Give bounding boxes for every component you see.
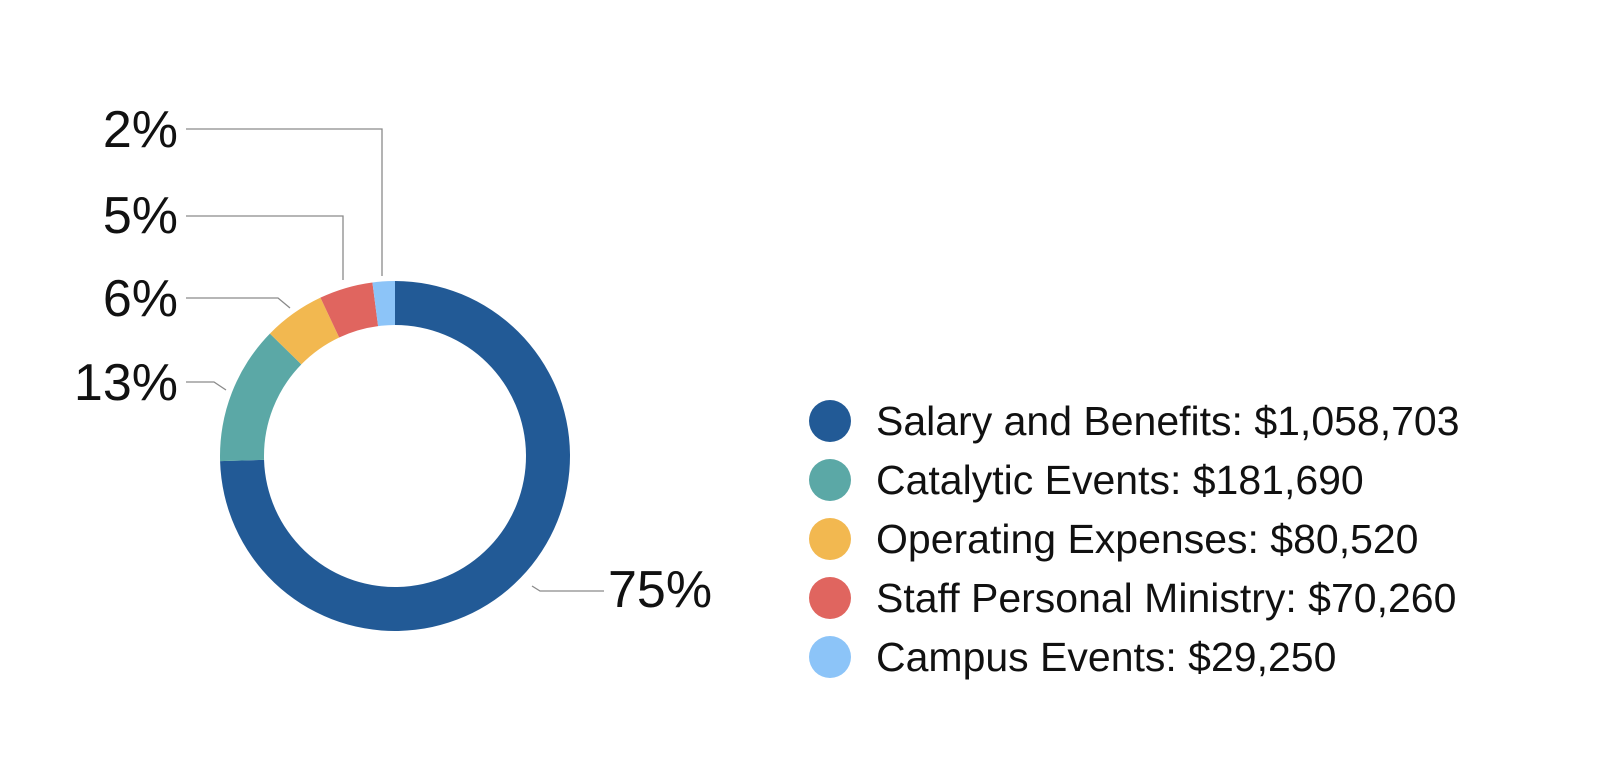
percent-label-campus-events: 2% [103,101,178,159]
leader-lines [186,128,604,592]
legend-label: Operating Expenses: $80,520 [876,516,1419,562]
legend-label: Salary and Benefits: $1,058,703 [876,398,1460,444]
legend-item-campus-events: Campus Events: $29,250 [809,634,1336,680]
percent-label-staff-personal-ministry: 5% [103,187,178,245]
legend-label: Catalytic Events: $181,690 [876,457,1364,503]
percent-label-salary-and-benefits: 75% [608,561,712,619]
legend-swatch [809,577,851,619]
legend-swatch [809,636,851,678]
leader-line-staff-personal-ministry [186,215,344,280]
slice-operating-expenses [269,297,340,365]
leader-line-catalytic-events [186,381,227,391]
legend-swatch [809,400,851,442]
legend-label: Staff Personal Ministry: $70,260 [876,575,1456,621]
percent-label-catalytic-events: 13% [74,354,178,412]
legend-label: Campus Events: $29,250 [876,634,1336,680]
leader-line-salary-and-benefits [531,585,604,592]
legend-item-catalytic-events: Catalytic Events: $181,690 [809,457,1364,503]
slice-staff-personal-ministry [320,282,379,338]
legend-item-staff-personal-ministry: Staff Personal Ministry: $70,260 [809,575,1456,621]
legend-item-operating-expenses: Operating Expenses: $80,520 [809,516,1419,562]
legend-swatch [809,459,851,501]
percent-label-operating-expenses: 6% [103,270,178,328]
legend: Salary and Benefits: $1,058,703 Catalytic… [809,398,1460,680]
slice-catalytic-events [219,333,302,462]
legend-item-salary-and-benefits: Salary and Benefits: $1,058,703 [809,398,1460,444]
percent-labels: 75% 13% 6% 5% 2% [74,101,712,619]
slice-campus-events [372,281,395,327]
leader-line-operating-expenses [186,297,291,309]
donut-slices [219,281,570,632]
legend-swatch [809,518,851,560]
leader-line-campus-events [186,128,383,276]
